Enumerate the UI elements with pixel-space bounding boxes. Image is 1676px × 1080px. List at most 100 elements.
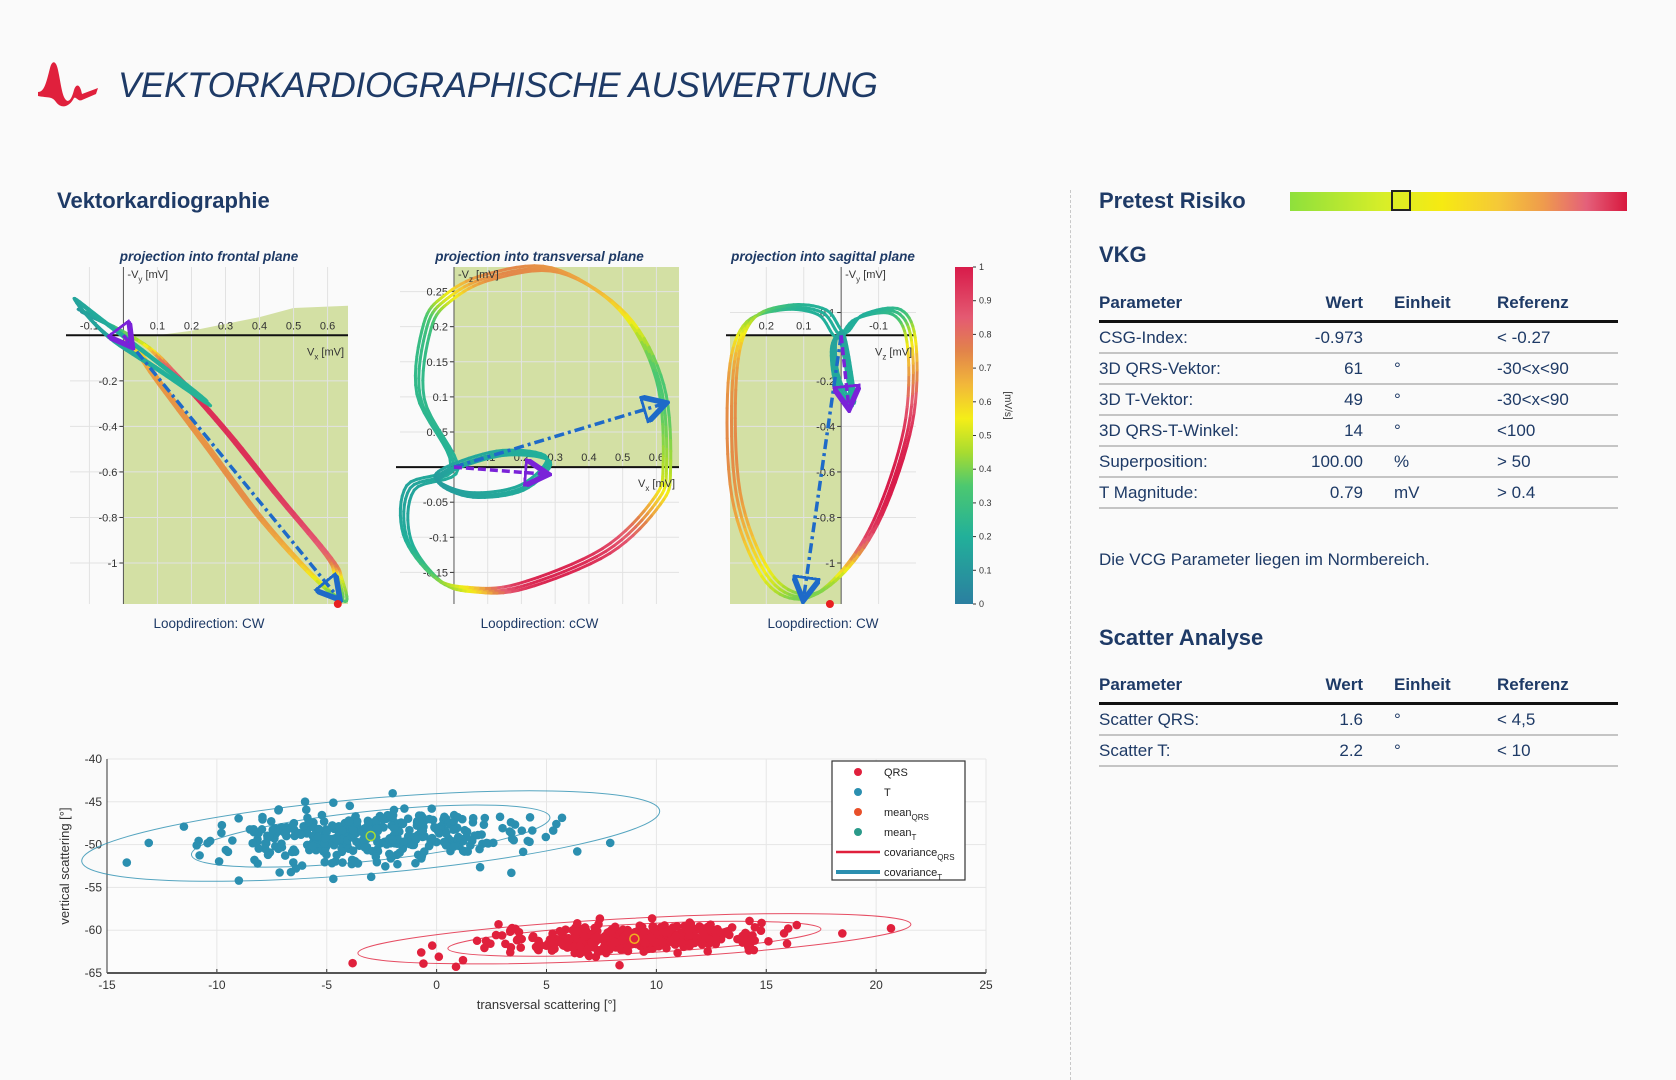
loop-segment bbox=[880, 503, 889, 517]
loop-segment bbox=[428, 421, 438, 434]
loop-segment bbox=[663, 414, 668, 429]
cell-ref: < 10 bbox=[1497, 735, 1618, 767]
scatter-point-t bbox=[427, 804, 437, 813]
loop-segment bbox=[268, 525, 279, 537]
x-tick-label: 0.2 bbox=[759, 320, 774, 332]
loop-segment bbox=[734, 376, 738, 392]
scatter-point-t bbox=[327, 858, 337, 868]
scatter-point-qrs bbox=[617, 935, 627, 945]
loop-segment bbox=[234, 439, 244, 450]
scatter-point-t bbox=[378, 815, 388, 824]
loop-segment bbox=[230, 475, 240, 488]
plot-title: projection into sagittal plane bbox=[730, 249, 915, 264]
loop-segment bbox=[161, 363, 173, 374]
loop-segment bbox=[211, 449, 221, 462]
scatter-point-qrs bbox=[531, 942, 541, 952]
loop-segment bbox=[181, 386, 193, 395]
column-gap bbox=[1363, 292, 1394, 323]
colorbar-tick-label: 0.8 bbox=[979, 329, 992, 339]
loop-segment bbox=[557, 271, 570, 277]
x-axis-label-unit: [mV] bbox=[886, 346, 912, 358]
y-tick-label: -0.6 bbox=[98, 467, 117, 479]
loop-segment bbox=[731, 369, 735, 383]
legend-label-main: mean bbox=[884, 807, 912, 819]
loop-segment bbox=[265, 482, 275, 494]
scatter-point-t bbox=[337, 826, 347, 835]
scatter-point-t bbox=[304, 817, 313, 827]
cell-value: 61 bbox=[1299, 353, 1363, 385]
loop-segment bbox=[214, 419, 224, 430]
loop-segment bbox=[885, 473, 893, 489]
cell-unit: ° bbox=[1394, 703, 1497, 736]
loop-segment bbox=[624, 522, 634, 533]
colorbar-strip bbox=[955, 267, 973, 604]
loop-segment bbox=[516, 579, 529, 586]
scatter-point-t bbox=[430, 823, 440, 833]
x-axis-label: Vx [mV] bbox=[638, 478, 675, 493]
loop-segment bbox=[566, 567, 581, 576]
scatter-table: Parameter Wert Einheit Referenz Scatter … bbox=[1099, 674, 1618, 767]
cell-param: Scatter T: bbox=[1099, 735, 1299, 767]
cell-unit: ° bbox=[1394, 415, 1497, 447]
scatter-point-qrs bbox=[671, 931, 681, 941]
loop-segment bbox=[203, 444, 213, 457]
loop-segment bbox=[208, 408, 218, 420]
loop-segment bbox=[662, 402, 667, 418]
loop-segment bbox=[220, 426, 230, 438]
loop-segment bbox=[292, 511, 304, 524]
loop-segment bbox=[744, 514, 751, 529]
loop-segment bbox=[422, 411, 432, 425]
colorbar-tick-label: 0.5 bbox=[979, 431, 992, 441]
loop-segment bbox=[170, 396, 181, 408]
legend-label-main: QRS bbox=[884, 767, 908, 779]
scatter-point-t bbox=[439, 837, 449, 847]
y-tick-label: -40 bbox=[85, 752, 103, 766]
scatter-point-t bbox=[338, 858, 347, 867]
x-axis-label-sub: z bbox=[882, 352, 886, 361]
loop-segment bbox=[235, 488, 245, 500]
loop-segment bbox=[637, 328, 646, 340]
legend-label: QRS bbox=[884, 767, 908, 779]
scatter-point-t bbox=[195, 851, 204, 860]
cell-gap bbox=[1363, 321, 1394, 354]
loop-segment bbox=[226, 434, 237, 446]
loop-segment bbox=[430, 416, 439, 429]
scatter-point-qrs bbox=[514, 927, 524, 937]
y-tick-label: -0.4 bbox=[816, 421, 835, 433]
scatter-point-t bbox=[489, 838, 498, 848]
loop-segment bbox=[295, 556, 305, 567]
cell-param: Scatter QRS: bbox=[1099, 703, 1299, 736]
section-title-vektorkardiographie: Vektorkardiographie bbox=[57, 188, 270, 213]
y-tick-label: -0.8 bbox=[98, 512, 117, 524]
scatter-point-t bbox=[366, 872, 376, 882]
x-axis-label-sub: x bbox=[645, 484, 649, 493]
loop-segment bbox=[738, 490, 745, 506]
loop-segment bbox=[600, 541, 613, 551]
loop-segment bbox=[239, 450, 250, 462]
loop-plot-2: 0.2 0.1 -0.10.1-0.2-0.4-0.6-0.8-1projectio… bbox=[725, 249, 919, 631]
scatter-point-qrs bbox=[783, 924, 793, 933]
loop-segment bbox=[228, 431, 238, 443]
x-axis-label: Vx [mV] bbox=[307, 346, 344, 361]
loop-segment bbox=[731, 465, 737, 484]
legend-label-sub: QRS bbox=[912, 813, 929, 822]
loop-segment bbox=[576, 277, 589, 286]
loop-segment bbox=[177, 381, 190, 391]
loop-segment bbox=[591, 547, 604, 556]
cell-ref: -30<x<90 bbox=[1497, 353, 1618, 385]
loop-segment bbox=[735, 518, 743, 534]
x-tick-label: 0.6 bbox=[649, 452, 664, 464]
loop-segment bbox=[667, 416, 672, 431]
x-tick-label: 25 bbox=[979, 978, 993, 992]
scatter-point-qrs bbox=[792, 920, 802, 930]
column-gap bbox=[1363, 674, 1394, 705]
loop-segment bbox=[901, 444, 909, 461]
x-tick-label: -10 bbox=[208, 978, 226, 992]
loop-segment bbox=[657, 388, 663, 403]
scatter-point-t bbox=[418, 832, 427, 842]
loop-segment bbox=[262, 517, 272, 529]
scatter-point-t bbox=[381, 862, 390, 871]
scatter-point-qrs bbox=[548, 929, 557, 939]
scatter-point-t bbox=[449, 825, 458, 834]
